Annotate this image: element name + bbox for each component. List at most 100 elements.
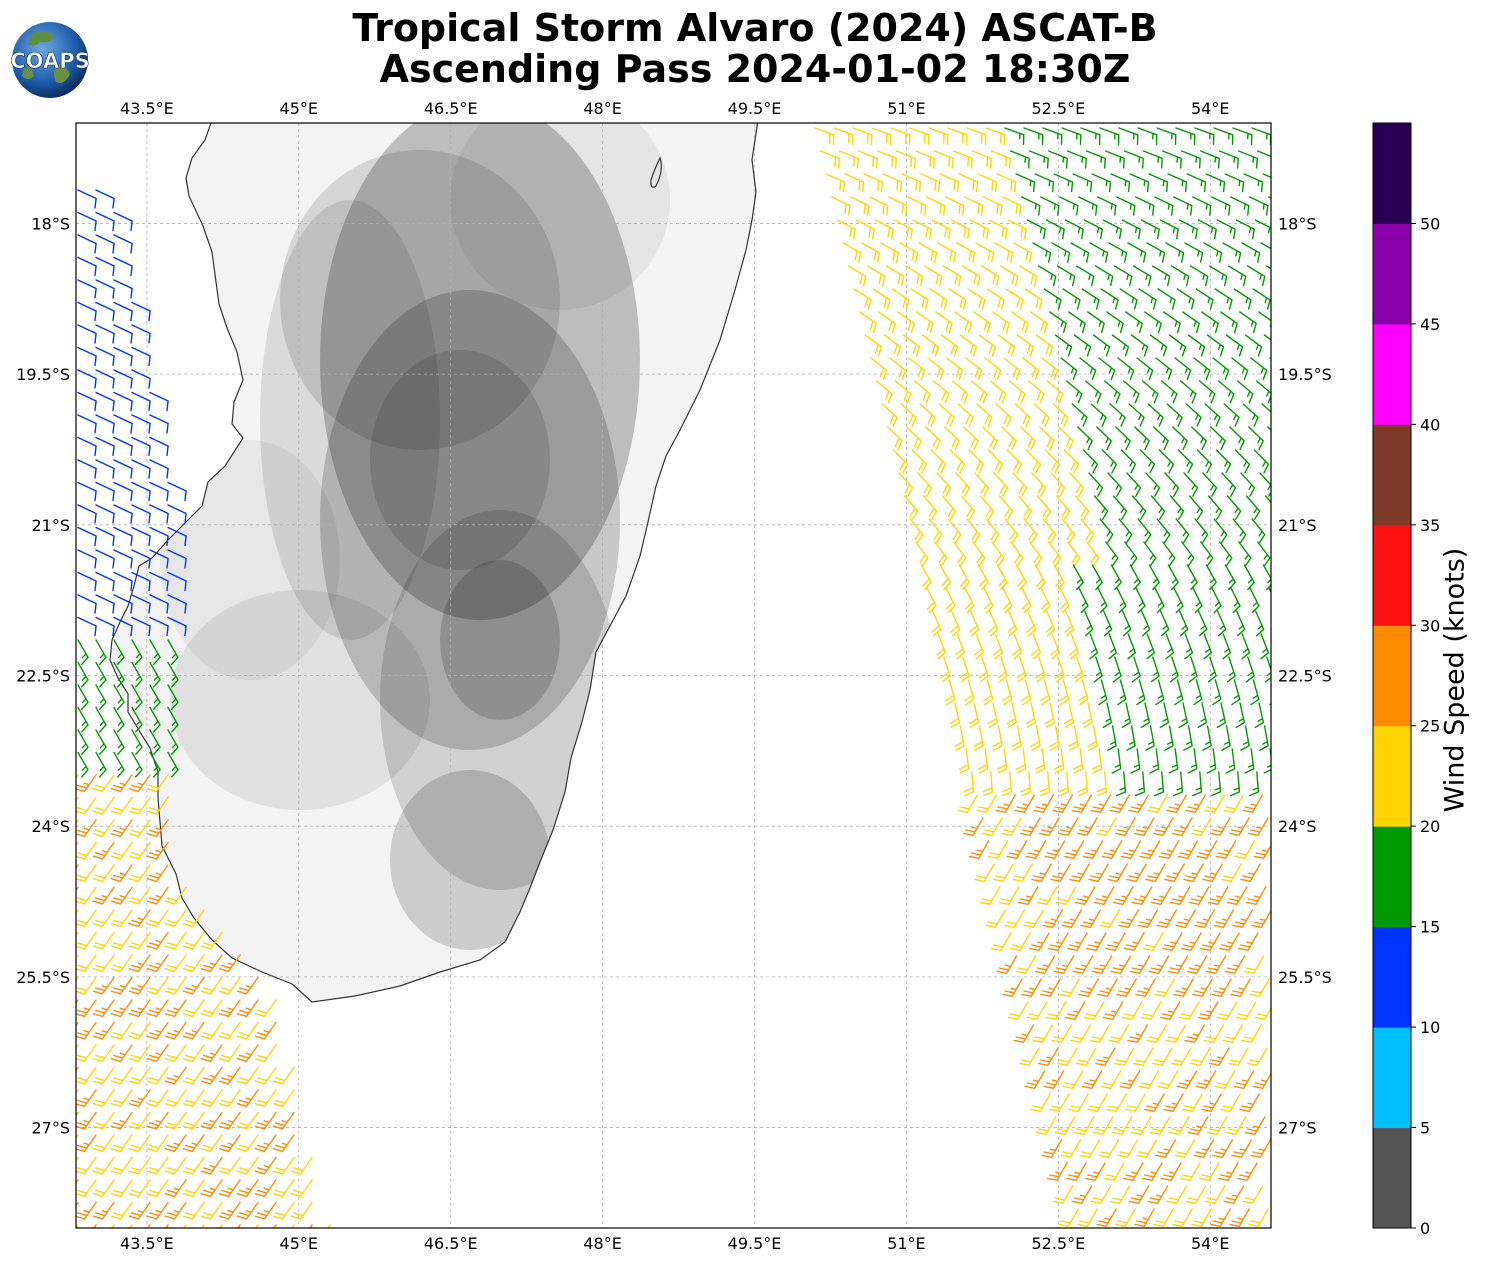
wind-barb	[952, 150, 973, 169]
lon-tick-label-bottom: 48°E	[583, 1234, 621, 1253]
wind-barb	[1113, 265, 1133, 287]
wind-barb	[1140, 702, 1151, 729]
wind-barb	[200, 1021, 223, 1040]
wind-barb	[1069, 863, 1090, 882]
wind-barb	[819, 150, 840, 169]
wind-barb	[1170, 265, 1190, 287]
wind-barb	[1215, 449, 1232, 474]
wind-barb	[949, 702, 961, 729]
wind-barb	[110, 1021, 133, 1040]
wind-barb	[1143, 541, 1157, 567]
wind-barb	[1073, 656, 1084, 683]
wind-barb	[167, 729, 179, 756]
wind-barb	[1116, 771, 1127, 797]
wind-barb	[128, 1044, 151, 1063]
wind-barb	[1253, 449, 1270, 474]
colorbar-tick-label: 40	[1420, 415, 1440, 434]
wind-barb	[128, 841, 151, 860]
wind-barb	[1091, 173, 1112, 193]
wind-barb	[996, 173, 1017, 193]
wind-barb	[997, 334, 1016, 357]
wind-barb	[95, 369, 115, 389]
wind-barb	[1038, 1047, 1059, 1066]
wind-barb	[1092, 334, 1111, 357]
wind-barb	[1259, 472, 1271, 497]
wind-barb	[942, 265, 962, 287]
wind-barb	[76, 1179, 97, 1198]
svg-text:COAPS: COAPS	[10, 49, 89, 73]
wind-barb	[128, 864, 151, 883]
wind-barb	[1083, 219, 1103, 240]
wind-barb	[182, 954, 205, 973]
wind-barb	[1051, 242, 1071, 263]
wind-barb	[113, 751, 125, 778]
wind-barb	[236, 1156, 259, 1175]
wind-barb	[1138, 288, 1157, 310]
wind-barb	[967, 288, 986, 310]
lat-tick-label-left: 24°S	[31, 817, 70, 836]
wind-barb	[128, 819, 151, 838]
wind-barb	[850, 196, 870, 216]
wind-barb	[1204, 403, 1221, 427]
wind-barb	[1077, 771, 1089, 797]
wind-barb	[76, 1156, 97, 1175]
wind-barb	[931, 610, 942, 637]
wind-barb	[878, 311, 896, 334]
wind-barb	[1016, 334, 1035, 357]
wind-barb	[254, 1179, 277, 1198]
wind-barb	[1010, 932, 1031, 951]
wind-barb	[167, 481, 187, 502]
terrain-shade	[380, 510, 620, 890]
wind-barb	[1227, 265, 1247, 287]
wind-barb	[1222, 242, 1242, 263]
wind-barb	[146, 1156, 169, 1175]
wind-barb	[1249, 196, 1269, 216]
wind-barb	[983, 196, 1003, 216]
wind-barb	[1126, 472, 1142, 497]
wind-barb	[1002, 978, 1023, 997]
wind-barb	[182, 976, 205, 995]
wind-barb	[167, 684, 179, 711]
wind-barb	[1093, 886, 1115, 905]
wind-barb	[110, 1201, 133, 1220]
wind-barb	[76, 1066, 79, 1072]
wind-barb	[146, 976, 169, 995]
wind-barb	[1187, 334, 1206, 357]
wind-barb	[991, 541, 1005, 567]
wind-barb	[1139, 449, 1156, 474]
wind-barb	[1249, 771, 1260, 797]
wind-barb	[998, 495, 1014, 520]
wind-barb	[958, 173, 979, 193]
wind-barb	[182, 1179, 205, 1198]
wind-barb	[1173, 978, 1194, 997]
wind-barb	[987, 840, 1009, 859]
wind-barb	[1184, 1024, 1206, 1043]
wind-barb	[833, 127, 854, 145]
wind-barb	[76, 1224, 79, 1228]
wind-barb	[1149, 748, 1160, 774]
wind-barb	[1182, 1093, 1203, 1112]
wind-barb	[1239, 1093, 1260, 1112]
wind-barb	[110, 954, 133, 973]
wind-barb	[113, 571, 133, 592]
wind-barb	[1001, 817, 1022, 836]
wind-barb	[113, 436, 133, 457]
wind-barb	[1223, 794, 1245, 813]
wind-barb	[1096, 817, 1117, 836]
wind-barb	[882, 173, 903, 193]
colorbar-tick-label: 15	[1420, 918, 1440, 937]
wind-barb	[1204, 794, 1226, 813]
wind-barb	[1037, 265, 1057, 287]
wind-barb	[200, 1044, 223, 1063]
wind-barb	[1154, 587, 1165, 614]
wind-barb	[149, 661, 161, 688]
wind-barb	[1226, 656, 1236, 683]
wind-barb	[1199, 1162, 1220, 1181]
wind-barb	[1171, 1047, 1192, 1066]
wind-barb	[218, 999, 241, 1018]
wind-barb	[936, 472, 952, 497]
wind-barb	[95, 594, 115, 614]
wind-barb	[236, 1044, 259, 1063]
wind-barb	[1221, 725, 1231, 751]
wind-barb	[149, 504, 169, 524]
